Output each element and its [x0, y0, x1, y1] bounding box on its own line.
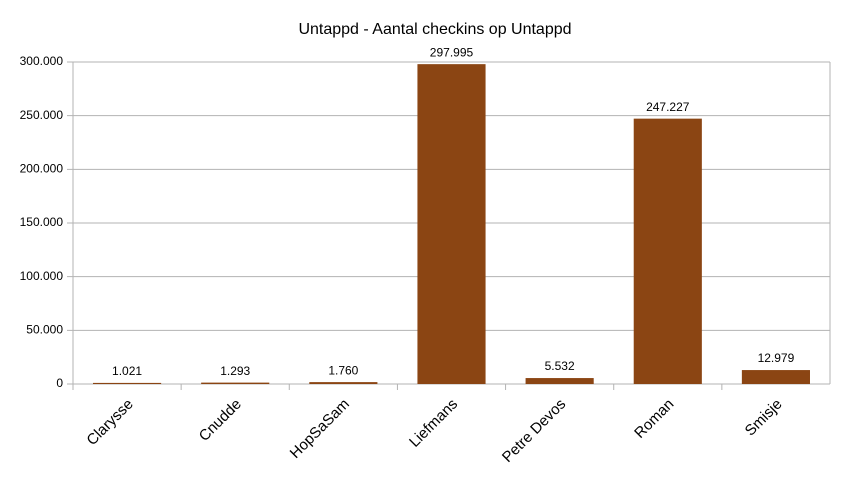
- y-tick-label: 200.000: [20, 162, 64, 176]
- value-label: 5.532: [545, 359, 575, 373]
- bar: [417, 64, 486, 384]
- x-tick-label: HopSaSam: [287, 396, 353, 462]
- y-tick-label: 250.000: [20, 108, 64, 122]
- value-label: 1.760: [328, 363, 358, 377]
- x-tick-label: Smisje: [742, 396, 786, 440]
- value-label: 1.293: [220, 364, 250, 378]
- bar: [633, 118, 702, 385]
- y-tick-label: 100.000: [20, 269, 64, 283]
- value-label: 297.995: [430, 45, 474, 59]
- y-tick-label: 0: [56, 376, 63, 390]
- chart-title: Untappd - Aantal checkins op Untappd: [298, 21, 571, 38]
- value-label: 12.979: [758, 351, 795, 365]
- x-tick-label: Petre Devos: [499, 396, 569, 466]
- y-tick-label: 300.000: [20, 54, 64, 68]
- bar: [201, 382, 270, 384]
- value-label: 247.227: [646, 100, 690, 114]
- bar: [525, 378, 594, 384]
- value-label: 1.021: [112, 364, 142, 378]
- x-tick-label: Roman: [631, 396, 677, 442]
- x-tick-label: Cnudde: [196, 396, 245, 445]
- x-tick-label: Clarysse: [83, 396, 136, 449]
- y-tick-label: 150.000: [20, 215, 64, 229]
- bar: [93, 382, 162, 384]
- x-tick-label: Liefmans: [406, 396, 461, 451]
- y-tick-label: 50.000: [26, 323, 63, 337]
- bar: [741, 370, 810, 384]
- bar: [309, 382, 378, 384]
